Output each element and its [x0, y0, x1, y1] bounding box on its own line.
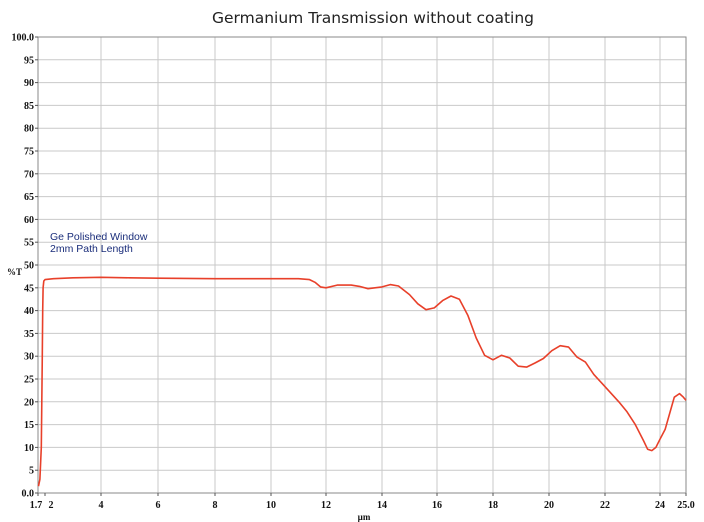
y-tick-label: 25 — [24, 375, 34, 386]
x-axis-label: µm — [358, 512, 371, 522]
y-tick-label: 80 — [24, 124, 34, 135]
y-tick-label: 20 — [24, 397, 34, 408]
y-tick-label: 15 — [24, 420, 34, 431]
y-tick-label: 70 — [24, 169, 34, 180]
chart-title: Germanium Transmission without coating — [211, 9, 535, 27]
y-tick-label: 75 — [24, 147, 34, 158]
y-tick-label: 5 — [29, 466, 34, 477]
y-tick-label: 30 — [24, 352, 34, 363]
y-tick-label: 85 — [24, 101, 34, 112]
x-tick-label: 18 — [488, 500, 498, 511]
annotation-text: Ge Polished Window — [50, 231, 148, 243]
y-tick-label: 50 — [24, 261, 34, 272]
y-tick-label: 65 — [24, 192, 34, 203]
y-tick-label: 40 — [24, 306, 34, 317]
y-axis-label: %T — [7, 267, 22, 277]
y-tick-label: 95 — [24, 55, 34, 66]
y-tick-label: 60 — [24, 215, 34, 226]
annotation-text: 2mm Path Length — [50, 243, 133, 255]
x-tick-label: 6 — [156, 500, 161, 511]
x-tick-label: 4 — [99, 500, 104, 511]
x-tick-label: 24 — [655, 500, 665, 511]
y-tick-label: 35 — [24, 329, 34, 340]
x-tick-label: 1.7 — [30, 500, 43, 511]
x-tick-label: 8 — [213, 500, 218, 511]
y-tick-label: 10 — [24, 443, 34, 454]
x-tick-label: 16 — [432, 500, 442, 511]
y-tick-label: 0.0 — [22, 489, 35, 500]
transmission-line — [37, 276, 687, 487]
x-tick-label: 22 — [600, 500, 610, 511]
y-tick-label: 45 — [24, 283, 34, 294]
x-tick-label: 10 — [266, 500, 276, 511]
y-tick-label: 90 — [24, 78, 34, 89]
x-tick-label: 2 — [49, 500, 54, 511]
x-tick-label: 20 — [544, 500, 554, 511]
x-tick-label: 14 — [377, 500, 387, 511]
y-tick-label: 55 — [24, 238, 34, 249]
x-tick-label: 25.0 — [677, 500, 695, 511]
x-tick-label: 12 — [321, 500, 331, 511]
y-tick-label: 100.0 — [12, 33, 35, 44]
